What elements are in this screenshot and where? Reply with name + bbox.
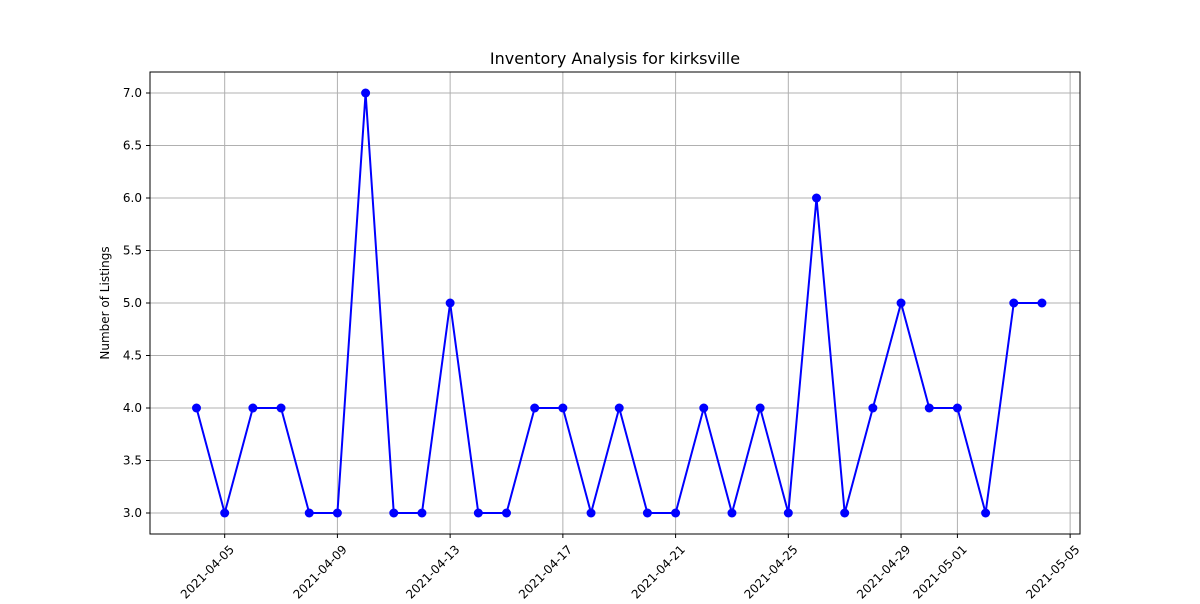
data-point (586, 508, 596, 518)
data-point (220, 508, 230, 518)
axis-ticks: 3.0 3.5 4.0 4.5 5.0 5.5 6.0 6.5 7.0 2021-04-05 202… (123, 86, 1083, 602)
data-point (445, 298, 455, 308)
x-tick-label: 2021-04-13 (403, 542, 462, 600)
grid-lines (150, 72, 1080, 534)
data-point (558, 403, 568, 413)
data-point (389, 508, 399, 518)
data-point (417, 508, 427, 518)
data-point (473, 508, 483, 518)
y-tick-label: 6.0 (123, 191, 142, 205)
data-point (1037, 298, 1047, 308)
data-point (896, 298, 906, 308)
chart-title: Inventory Analysis for kirksville (490, 49, 740, 68)
y-tick-label: 3.0 (123, 506, 142, 520)
data-point (332, 508, 342, 518)
x-tick-label: 2021-05-01 (911, 542, 970, 600)
x-tick-label: 2021-04-17 (516, 542, 575, 600)
data-point (952, 403, 962, 413)
y-tick-label: 5.0 (123, 296, 142, 310)
x-tick-label: 2021-05-05 (1023, 542, 1082, 600)
data-point (1009, 298, 1019, 308)
data-point (868, 403, 878, 413)
x-tick-label: 2021-04-09 (291, 542, 350, 600)
data-point (671, 508, 681, 518)
data-point (699, 403, 709, 413)
data-point (361, 88, 371, 98)
y-tick-label: 7.0 (123, 86, 142, 100)
data-point (502, 508, 511, 518)
data-point (192, 403, 201, 413)
data-point (304, 508, 314, 518)
data-point (755, 403, 765, 413)
y-tick-label: 4.5 (123, 349, 142, 363)
data-point (248, 403, 258, 413)
data-point (783, 508, 793, 518)
data-point (840, 508, 850, 518)
y-tick-label: 4.0 (123, 401, 142, 415)
data-point (614, 403, 624, 413)
data-point (530, 403, 540, 413)
x-tick-label: 2021-04-25 (741, 542, 800, 600)
data-point (276, 403, 286, 413)
data-point (981, 508, 991, 518)
y-tick-label: 6.5 (123, 139, 142, 153)
y-tick-label: 3.5 (123, 454, 142, 468)
data-point (727, 508, 737, 518)
data-point (812, 193, 821, 203)
x-tick-label: 2021-04-05 (178, 542, 237, 600)
y-axis-label: Number of Listings (98, 246, 112, 359)
y-tick-label: 5.5 (123, 244, 142, 258)
data-point (924, 403, 934, 413)
series-layer (192, 88, 1047, 518)
x-tick-label: 2021-04-29 (854, 542, 913, 600)
x-tick-label: 2021-04-21 (629, 542, 688, 600)
data-point (642, 508, 652, 518)
